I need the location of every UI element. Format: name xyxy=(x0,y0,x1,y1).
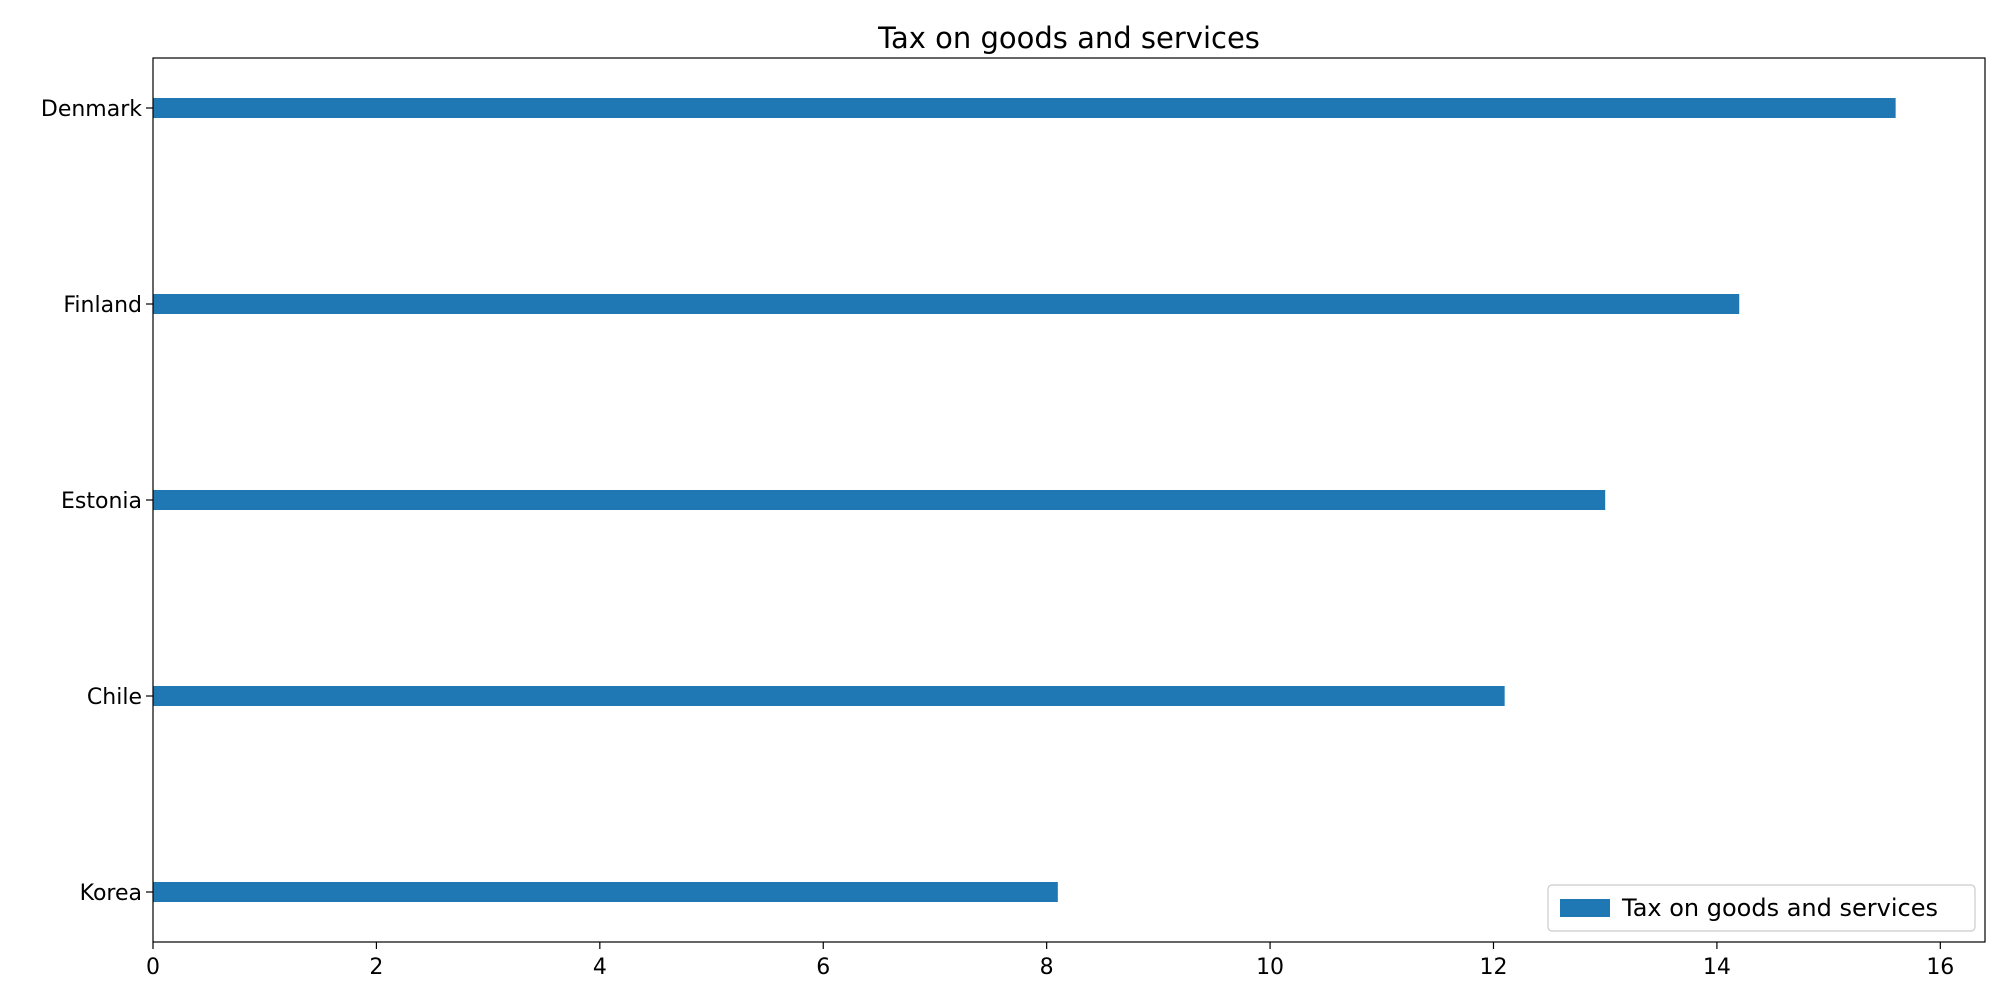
bar-korea xyxy=(153,882,1058,902)
x-axis: 0 2 4 6 8 10 12 14 16 xyxy=(146,942,1954,980)
y-tick-label-finland: Finland xyxy=(63,293,142,318)
legend-label: Tax on goods and services xyxy=(1621,894,1938,922)
x-tick-label: 2 xyxy=(369,955,383,980)
x-tick-label: 4 xyxy=(593,955,607,980)
legend-box xyxy=(1547,884,1976,932)
bars-layer xyxy=(153,98,1896,902)
bar-denmark xyxy=(153,98,1896,118)
chart-title: Tax on goods and services xyxy=(877,21,1260,55)
x-tick-label: 6 xyxy=(816,955,830,980)
legend: Tax on goods and services xyxy=(1547,884,1976,932)
x-tick-label: 12 xyxy=(1479,955,1507,980)
y-axis: Korea Chile Estonia Finland Denmark xyxy=(41,97,153,906)
bar-estonia xyxy=(153,490,1606,510)
y-tick-label-chile: Chile xyxy=(87,685,142,710)
x-tick-label: 10 xyxy=(1256,955,1284,980)
y-tick-label-denmark: Denmark xyxy=(41,97,142,122)
y-tick-label-estonia: Estonia xyxy=(61,489,142,514)
bar-chile xyxy=(153,686,1505,706)
bar-finland xyxy=(153,294,1740,314)
legend-swatch xyxy=(1560,899,1610,917)
x-tick-label: 14 xyxy=(1703,955,1731,980)
x-tick-label: 16 xyxy=(1926,955,1954,980)
x-tick-label: 8 xyxy=(1040,955,1054,980)
x-tick-label: 0 xyxy=(146,955,160,980)
y-tick-label-korea: Korea xyxy=(80,881,142,906)
